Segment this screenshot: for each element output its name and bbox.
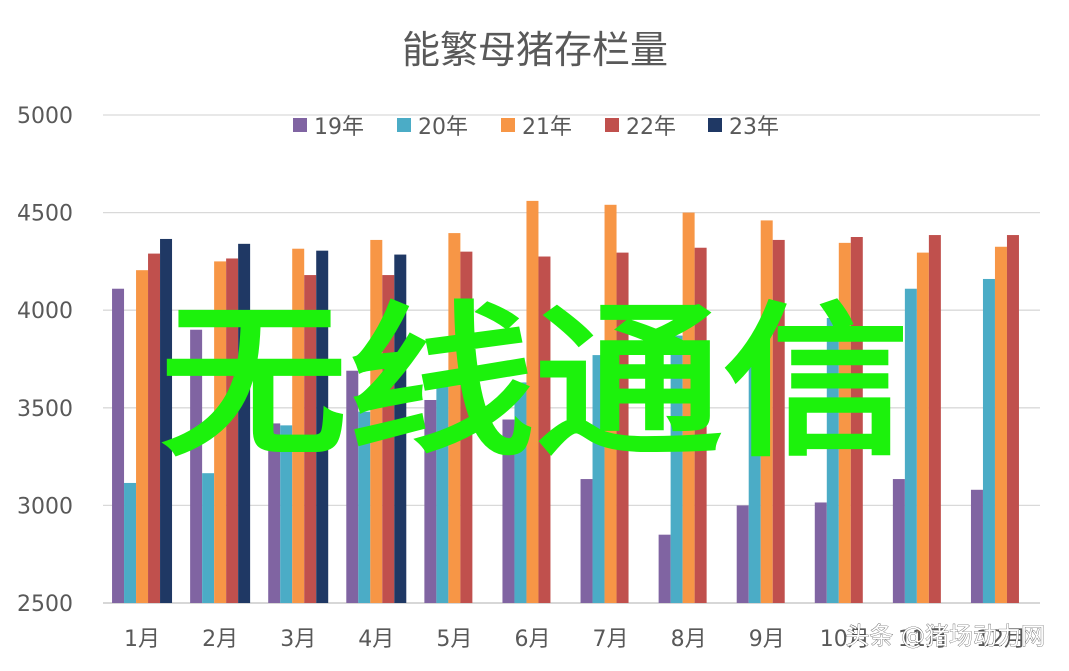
bar [904, 288, 917, 603]
bar [736, 505, 749, 603]
bar [238, 243, 251, 603]
bar [214, 261, 227, 603]
legend-swatch [708, 118, 722, 132]
bar [772, 239, 785, 604]
x-tick-label: 10月 [820, 627, 870, 652]
bar [670, 335, 683, 603]
chart-title: 能繁母猪存栏量 [402, 28, 668, 72]
bar [1006, 235, 1019, 603]
x-tick-label: 12月 [976, 627, 1026, 652]
bar [424, 399, 437, 603]
legend-swatch [293, 118, 307, 132]
bar [382, 275, 395, 603]
y-tick-label: 2500 [17, 592, 73, 617]
x-tick-label: 5月 [436, 627, 472, 652]
x-tick-label: 4月 [358, 627, 394, 652]
x-tick-label: 11月 [898, 627, 948, 652]
legend-label: 20年 [418, 115, 468, 140]
bar [616, 252, 629, 603]
bar [982, 278, 995, 603]
bar [580, 479, 593, 603]
y-axis: 2500 3000 3500 4000 4500 5000 [17, 104, 73, 617]
bar-series [112, 200, 1019, 604]
bar [160, 238, 173, 603]
x-tick-label: 3月 [280, 627, 316, 652]
bar [346, 370, 359, 603]
bar [292, 248, 305, 603]
bar [826, 318, 839, 603]
bar [748, 345, 761, 603]
y-tick-label: 4000 [17, 299, 73, 324]
legend-swatch [605, 118, 619, 132]
overlay-watermark-text: 无线通信 [160, 287, 910, 479]
bar [694, 247, 707, 603]
bar [460, 251, 473, 603]
bar [280, 425, 293, 603]
x-tick-label: 6月 [514, 627, 550, 652]
bar [814, 502, 827, 603]
bar [970, 489, 983, 603]
bar [202, 473, 215, 603]
bar [994, 246, 1007, 603]
legend-label: 22年 [626, 115, 676, 140]
bar [448, 233, 461, 603]
y-tick-label: 3500 [17, 397, 73, 422]
x-tick-label: 2月 [202, 627, 238, 652]
bar [136, 270, 149, 603]
legend-swatch [501, 118, 515, 132]
legend: 19年 20年 21年 22年 23年 [293, 115, 779, 140]
bar [358, 411, 371, 603]
bar [892, 479, 905, 603]
bar [514, 382, 527, 603]
bar [304, 275, 317, 603]
bar [760, 220, 773, 603]
legend-swatch [397, 118, 411, 132]
bar [592, 355, 605, 603]
legend-label: 23年 [729, 115, 779, 140]
y-tick-label: 4500 [17, 202, 73, 227]
bar [268, 423, 281, 603]
bar [928, 235, 941, 603]
bar [190, 329, 203, 603]
y-tick-label: 5000 [17, 104, 73, 129]
bar [436, 384, 449, 603]
bar [370, 239, 383, 604]
bar [682, 212, 695, 603]
x-axis: 1月 2月 3月 4月 5月 6月 7月 8月 9月 10月 11月 12月 [124, 627, 1026, 652]
bar [394, 254, 407, 603]
y-tick-label: 3000 [17, 494, 73, 519]
grid-lines [103, 114, 1040, 604]
x-tick-label: 7月 [593, 627, 629, 652]
bar [838, 242, 851, 603]
bar [604, 204, 617, 604]
x-tick-label: 9月 [749, 627, 785, 652]
bar [502, 419, 515, 603]
legend-label: 21年 [522, 115, 572, 140]
bar [316, 250, 329, 603]
bar [148, 253, 161, 604]
bar [658, 534, 671, 603]
bar [112, 288, 125, 603]
source-watermark: 头条 @猪场动力网 [845, 622, 1045, 650]
x-tick-label: 8月 [671, 627, 707, 652]
x-tick-label: 1月 [124, 627, 160, 652]
bar [526, 200, 539, 603]
legend-label: 19年 [314, 115, 364, 140]
bar [226, 258, 239, 603]
bar [538, 256, 551, 603]
bar [850, 237, 863, 603]
bar [124, 482, 137, 603]
bar [916, 252, 929, 603]
